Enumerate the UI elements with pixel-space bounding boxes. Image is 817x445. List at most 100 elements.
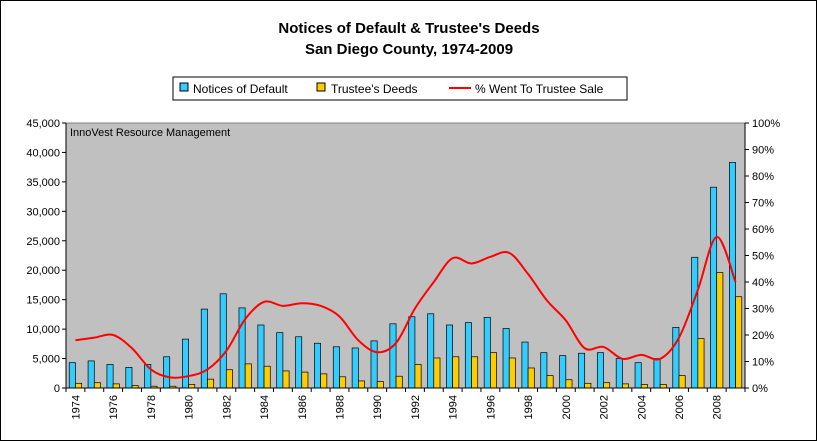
- y-right-tick-label: 0%: [752, 383, 768, 395]
- y-right-tick-label: 60%: [752, 224, 774, 236]
- pct-line: [75, 235, 737, 379]
- bar-deeds-2008: [716, 272, 724, 389]
- bar-deeds-1989: [358, 380, 365, 389]
- x-tick-label: 1982: [221, 395, 233, 419]
- bar-notices-1997: [502, 328, 510, 389]
- legend-swatch-notices: [179, 82, 189, 92]
- bar-deeds-1974: [75, 382, 83, 389]
- bar-notices-1998: [521, 341, 529, 389]
- bar-notices-1974: [68, 362, 76, 389]
- y-left-tick-label: 40,000: [26, 147, 60, 159]
- bar-deeds-2009: [735, 296, 743, 389]
- y-right-tick-label: 10%: [752, 357, 774, 369]
- x-tick-label: 1986: [297, 395, 309, 419]
- y-left-tick-label: 0: [54, 383, 60, 395]
- x-tick-label: 1984: [259, 395, 271, 419]
- y-left-tick-label: 25,000: [26, 236, 60, 248]
- bar-deeds-1984: [263, 365, 271, 389]
- bar-notices-1985: [276, 332, 284, 389]
- y-left-tick-label: 10,000: [26, 324, 60, 336]
- bars-group: [68, 162, 743, 389]
- bar-deeds-2006: [678, 375, 686, 389]
- bar-notices-2003: [615, 358, 623, 389]
- x-tick-label: 1998: [523, 395, 535, 419]
- bar-deeds-1987: [320, 373, 328, 389]
- bar-notices-2008: [710, 186, 718, 389]
- bar-notices-2007: [691, 256, 699, 389]
- bar-notices-2002: [596, 352, 604, 389]
- x-tick-label: 1990: [372, 395, 384, 419]
- x-tick-label: 1992: [410, 395, 422, 419]
- y-left-tick-label: 5,000: [32, 354, 60, 366]
- bar-deeds-1981: [207, 378, 215, 389]
- x-tick-label: 2004: [636, 395, 648, 419]
- chart-title: Notices of Default & Trustee's Deeds: [278, 20, 539, 37]
- bar-deeds-1998: [527, 367, 535, 389]
- bar-notices-1988: [332, 346, 340, 389]
- bar-deeds-1986: [301, 371, 309, 389]
- x-tick-label: 2006: [674, 395, 686, 419]
- bar-deeds-2005: [659, 384, 667, 389]
- bar-deeds-1980: [188, 384, 196, 389]
- bar-deeds-1992: [414, 364, 422, 389]
- bar-notices-2006: [672, 326, 680, 389]
- bar-notices-1996: [483, 316, 491, 389]
- y-right-tick-label: 30%: [752, 304, 774, 316]
- bar-notices-1989: [351, 347, 359, 389]
- bar-notices-1994: [446, 324, 453, 389]
- x-tick-label: 1980: [184, 395, 196, 419]
- y-right-tick-label: 40%: [752, 277, 774, 289]
- bar-notices-1995: [464, 322, 472, 389]
- bar-deeds-2001: [584, 382, 592, 389]
- bar-deeds-1994: [452, 356, 460, 389]
- bar-deeds-2000: [565, 379, 573, 389]
- bar-notices-1990: [370, 340, 378, 389]
- bar-deeds-1975: [93, 382, 101, 389]
- bar-notices-1979: [163, 356, 171, 389]
- bar-notices-2000: [559, 355, 567, 389]
- x-tick-label: 1978: [146, 395, 158, 419]
- y-right-tick-label: 70%: [752, 198, 774, 210]
- bar-notices-1992: [408, 316, 416, 389]
- bar-deeds-1995: [471, 356, 479, 389]
- x-tick-label: 2002: [599, 395, 611, 419]
- chart-subtitle: San Diego County, 1974-2009: [305, 41, 513, 58]
- bar-notices-1999: [540, 352, 548, 389]
- legend-label-notices: Notices of Default: [193, 82, 288, 96]
- bar-notices-1984: [257, 324, 265, 389]
- bar-notices-1975: [87, 360, 95, 389]
- y-right-tick-label: 80%: [752, 171, 774, 183]
- ticks-group: 0 5,000 10,000 15,000 20,000 25,000 30,000 35,0…: [26, 118, 780, 419]
- bar-notices-1993: [427, 313, 435, 389]
- bar-deeds-2007: [697, 338, 705, 389]
- bar-deeds-1988: [339, 376, 347, 389]
- x-tick-label: 1974: [70, 395, 82, 419]
- legend-label-pct: % Went To Trustee Sale: [475, 82, 604, 96]
- bar-notices-1986: [295, 336, 303, 389]
- y-right-tick-label: 20%: [752, 330, 774, 342]
- x-tick-label: 1988: [334, 395, 346, 419]
- bar-notices-1976: [106, 364, 114, 389]
- bar-deeds-2003: [622, 383, 629, 389]
- plot-area: [65, 122, 746, 389]
- y-left-tick-label: 30,000: [26, 206, 60, 218]
- y-left-tick-label: 15,000: [26, 295, 60, 307]
- bar-notices-2004: [634, 362, 642, 389]
- y-right-tick-label: 90%: [752, 145, 774, 157]
- x-tick-label: 2008: [712, 395, 724, 419]
- y-right-tick-label: 50%: [752, 251, 774, 263]
- bar-deeds-1985: [282, 370, 290, 389]
- y-left-tick-label: 20,000: [26, 265, 60, 277]
- x-tick-label: 1994: [448, 395, 460, 419]
- legend: Notices of Default Trustee's Deeds % Wen…: [172, 76, 628, 101]
- bar-deeds-1982: [225, 369, 233, 389]
- bar-notices-1977: [125, 367, 133, 389]
- y-left-tick-label: 35,000: [26, 177, 60, 189]
- y-left-tick-label: 45,000: [26, 118, 60, 130]
- x-tick-label: 1976: [108, 395, 120, 419]
- bar-notices-1987: [314, 342, 321, 389]
- watermark-text: InnoVest Resource Management: [70, 127, 230, 139]
- bar-notices-2005: [653, 358, 661, 389]
